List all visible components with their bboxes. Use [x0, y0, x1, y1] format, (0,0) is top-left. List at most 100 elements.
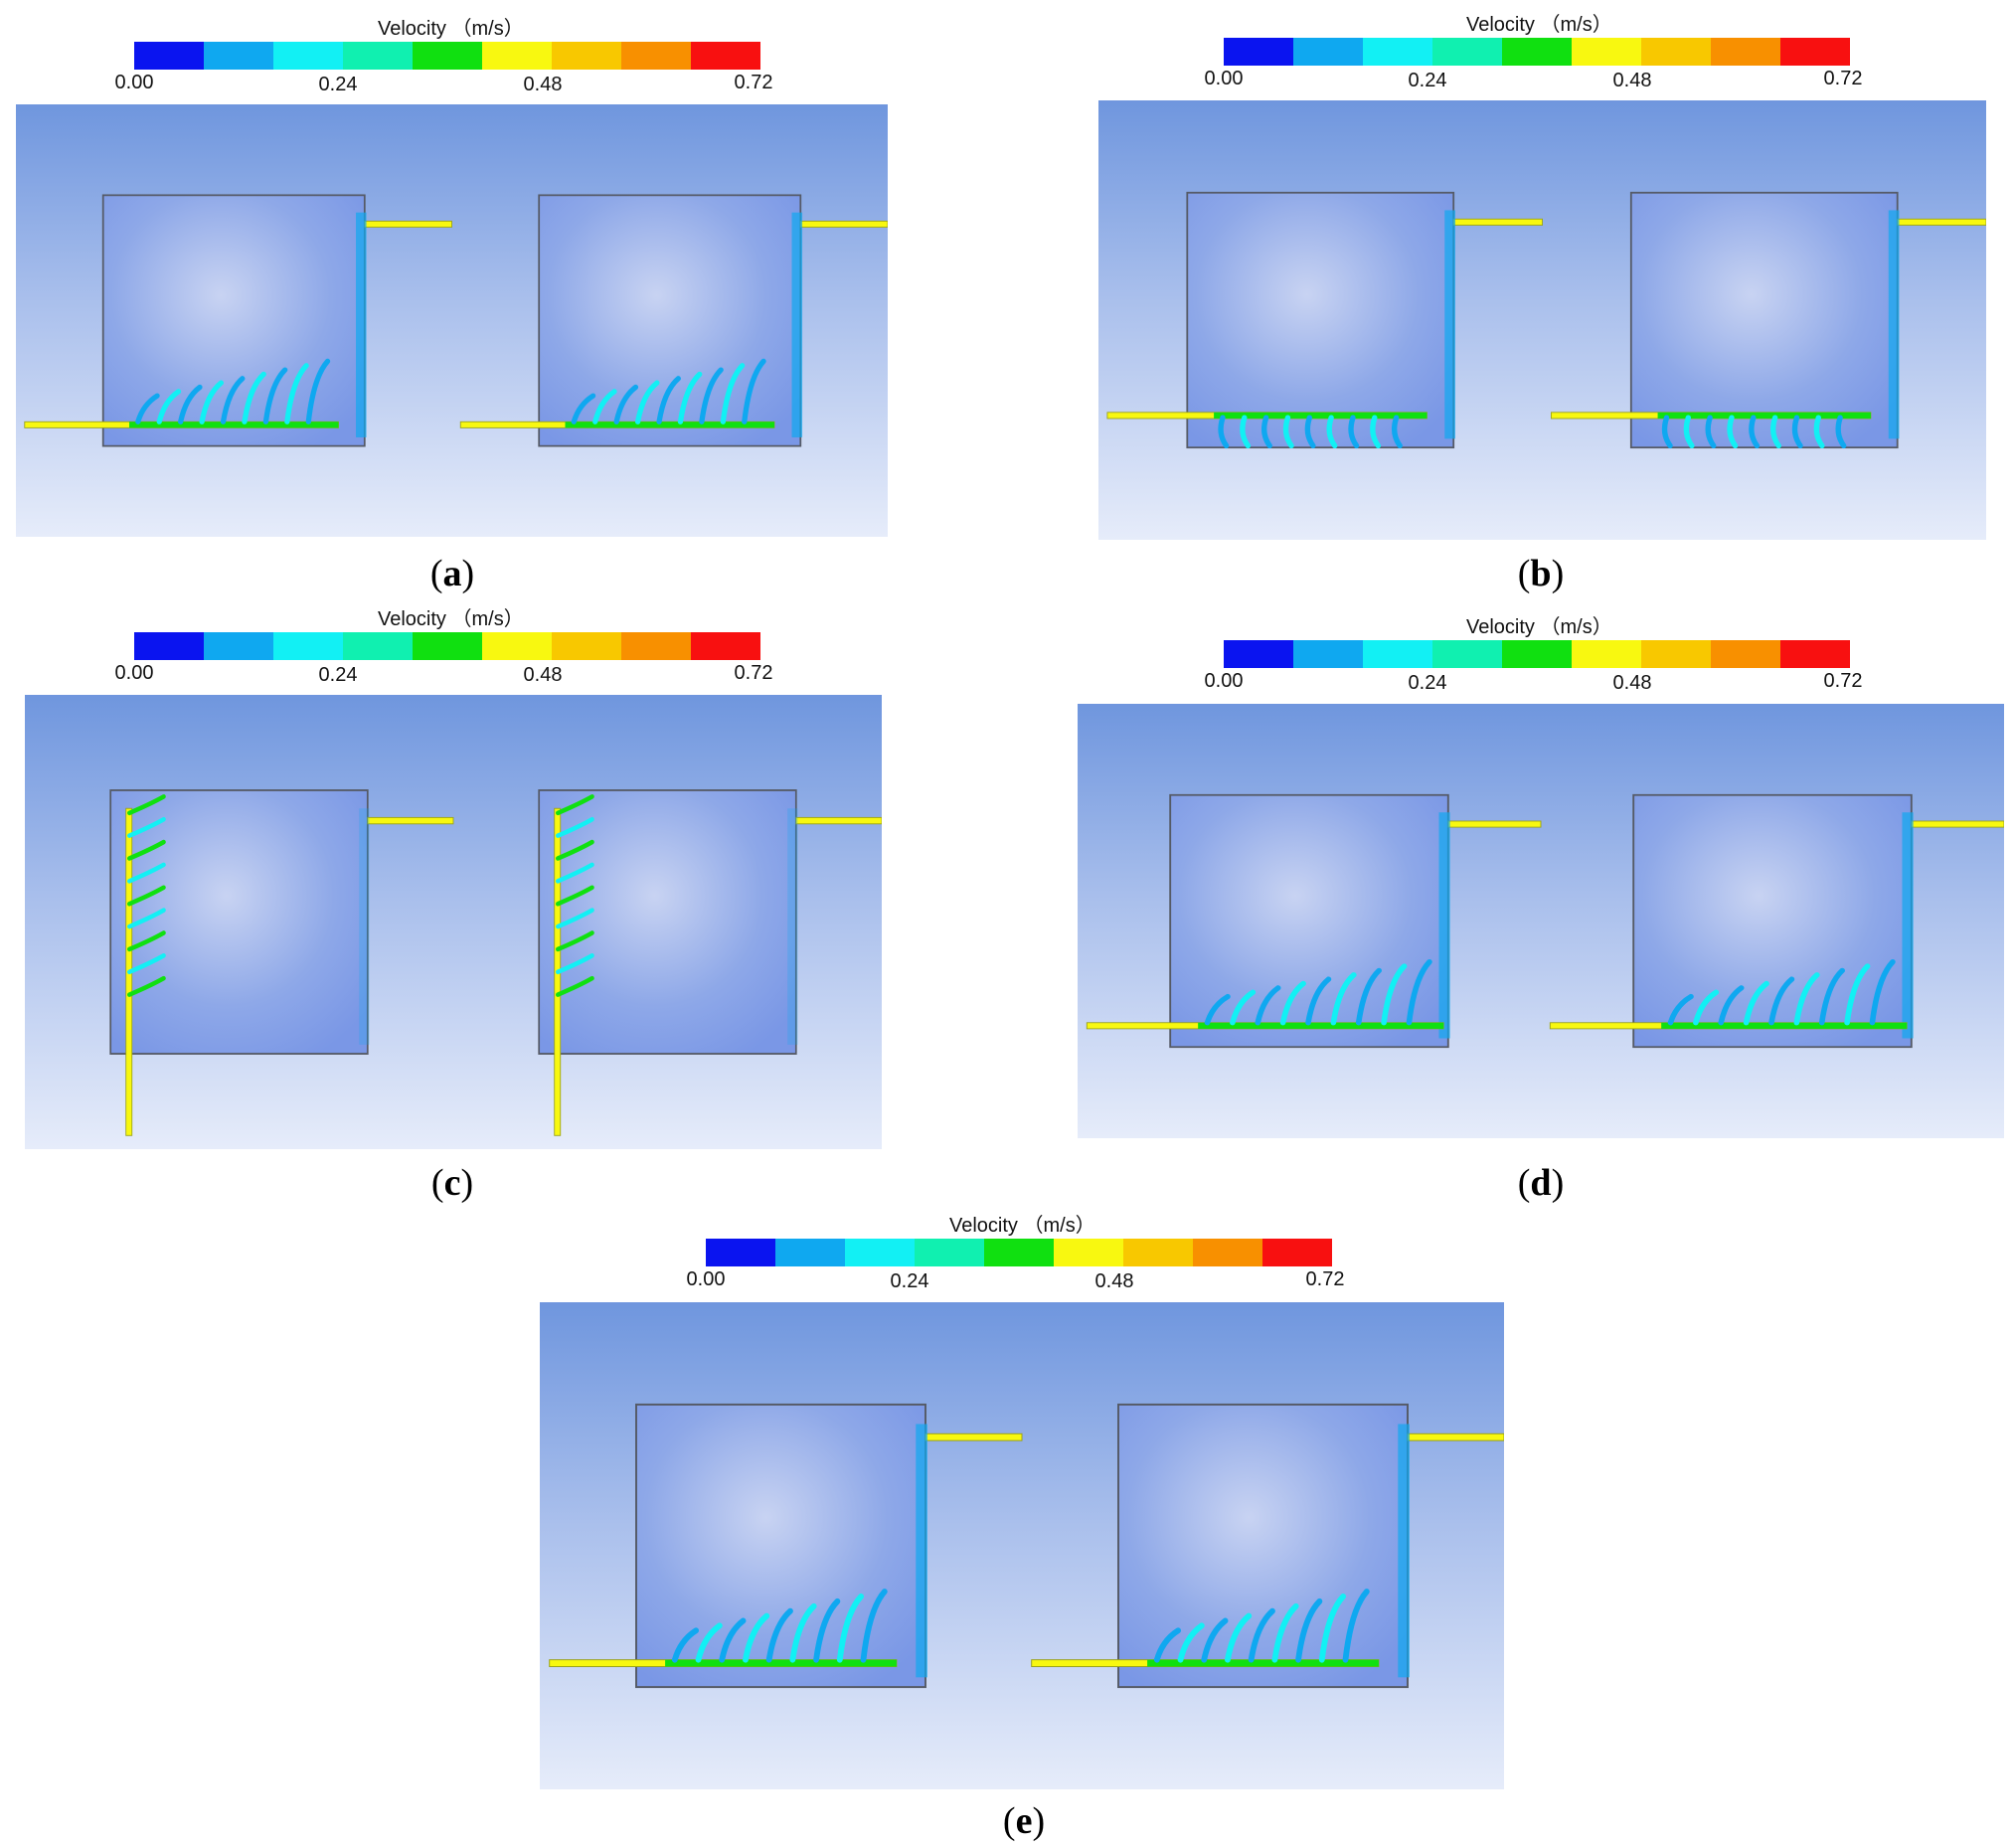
jet-streak	[677, 371, 703, 424]
inlet-pipe-high-velocity	[1661, 1022, 1908, 1029]
color-swatch	[1363, 640, 1432, 668]
jet-streak	[699, 367, 724, 424]
jet-streak	[656, 376, 681, 424]
outflow-jet	[916, 1424, 927, 1678]
jet-streak	[1718, 985, 1745, 1026]
outlet-pipe	[1407, 1432, 1504, 1441]
room-box	[109, 789, 369, 1055]
jet-streak	[765, 1607, 793, 1663]
jet-streak	[1295, 1597, 1323, 1663]
color-swatch	[1432, 640, 1502, 668]
jet-streak	[556, 953, 594, 975]
legend-tick-3: 0.72	[1823, 68, 1863, 89]
outflow-jet	[787, 808, 798, 1045]
outlet-pipe	[1897, 218, 1986, 226]
jet-streak	[1791, 415, 1803, 449]
inlet-pipe-high-velocity	[665, 1659, 897, 1667]
jet-streak	[1271, 1602, 1299, 1663]
outflow-jet	[1444, 210, 1455, 439]
jet-streak	[156, 389, 182, 424]
legend-tick-0: 0.00	[1204, 68, 1244, 89]
legend-tick-0: 0.00	[114, 72, 154, 93]
jet-streak	[1240, 415, 1252, 449]
jet-streak	[1769, 415, 1781, 449]
jet-streak	[556, 930, 594, 952]
room-box	[1186, 191, 1455, 449]
color-swatch	[1780, 38, 1850, 66]
color-swatch	[1224, 38, 1293, 66]
jet-streak	[571, 393, 596, 424]
color-swatch	[845, 1239, 915, 1266]
legend-title: Velocity （m/s）	[378, 18, 524, 40]
jet-streak	[1813, 415, 1825, 449]
color-swatch	[1293, 640, 1363, 668]
jet-streak	[742, 358, 766, 424]
jet-streak	[695, 1622, 723, 1663]
color-swatch	[1711, 640, 1780, 668]
inlet-pipe-high-velocity	[1147, 1659, 1379, 1667]
outlet-pipe	[367, 816, 454, 825]
jet-streak	[556, 975, 594, 997]
jet-streak	[262, 367, 288, 424]
color-swatch	[343, 632, 413, 660]
velocity-color-bar	[706, 1239, 1332, 1266]
jet-streak	[1218, 415, 1230, 449]
jet-streak	[813, 1597, 841, 1663]
velocity-contour-plot	[1078, 704, 2004, 1138]
outflow-jet	[356, 212, 367, 437]
color-swatch	[1572, 640, 1641, 668]
jet-streak	[556, 862, 594, 884]
jet-streak	[556, 794, 594, 816]
color-swatch	[775, 1239, 845, 1266]
legend-tick-3: 0.72	[1823, 670, 1863, 692]
color-swatch	[1641, 38, 1711, 66]
caption-d: (d)	[1517, 1162, 1565, 1204]
jet-streak	[1355, 967, 1383, 1026]
jet-streak	[284, 363, 309, 424]
color-swatch	[204, 632, 273, 660]
jet-streak	[1844, 963, 1871, 1026]
jet-streak	[1326, 415, 1338, 449]
jet-streak	[1727, 415, 1739, 449]
jet-streak	[1683, 415, 1695, 449]
legend-tick-1: 0.24	[1408, 70, 1447, 91]
panel-b: Velocity （m/s） 0.00 0.24 0.48 0.72 (b)	[1007, 0, 2015, 606]
color-swatch	[343, 42, 413, 70]
velocity-color-bar	[134, 42, 760, 70]
jet-streak	[1348, 415, 1360, 449]
outlet-pipe	[364, 221, 452, 228]
legend-tick-2: 0.48	[1094, 1270, 1134, 1292]
jet-streak	[127, 816, 166, 838]
jet-streak	[1330, 972, 1357, 1026]
jet-streak	[127, 953, 166, 975]
color-swatch	[1432, 38, 1502, 66]
jet-streak	[592, 389, 617, 424]
velocity-color-bar	[1224, 38, 1850, 66]
legend-tick-1: 0.24	[890, 1270, 929, 1292]
legend-tick-0: 0.00	[686, 1268, 726, 1290]
jet-streak	[1793, 972, 1820, 1026]
color-swatch	[134, 42, 204, 70]
color-swatch	[706, 1239, 775, 1266]
caption-c: (c)	[430, 1162, 474, 1204]
legend-tick-3: 0.72	[734, 662, 773, 684]
room-box	[1629, 191, 1899, 449]
outflow-jet	[359, 808, 370, 1045]
velocity-contour-plot	[1098, 100, 1986, 540]
inlet-pipe-high-velocity	[565, 421, 774, 428]
outlet-pipe	[795, 816, 882, 825]
jet-streak	[1304, 415, 1316, 449]
jet-streak	[1693, 989, 1720, 1026]
legend-title: Velocity （m/s）	[949, 1215, 1095, 1237]
jet-streak	[1248, 1607, 1275, 1663]
legend-tick-1: 0.24	[1408, 672, 1447, 694]
color-swatch	[413, 632, 482, 660]
color-swatch	[204, 42, 273, 70]
jet-streak	[1230, 989, 1257, 1026]
color-swatch	[1363, 38, 1432, 66]
inlet-pipe-high-velocity	[1198, 1022, 1444, 1029]
jet-streak	[743, 1612, 770, 1663]
legend-tick-3: 0.72	[1305, 1268, 1345, 1290]
jet-streak	[1318, 1594, 1347, 1663]
legend-tick-3: 0.72	[734, 72, 773, 93]
